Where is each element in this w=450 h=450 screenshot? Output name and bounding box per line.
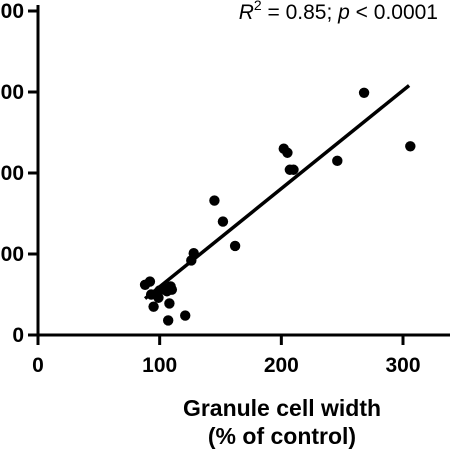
data-point	[332, 155, 343, 167]
data-point	[229, 240, 241, 252]
stat-annotation: R2 = 0.85; p < 0.0001	[239, 0, 438, 24]
x-tick-label: 300	[385, 354, 420, 377]
data-point	[166, 284, 178, 295]
y-tick-label: 0	[12, 324, 24, 347]
data-point	[358, 87, 370, 99]
data-point	[209, 195, 220, 206]
data-point	[148, 301, 159, 312]
data-point	[180, 310, 191, 321]
data-point	[144, 276, 156, 287]
x-tick-label: 100	[142, 354, 177, 377]
data-point	[188, 247, 199, 259]
x-axis-label-line-2: (% of control)	[208, 423, 356, 449]
y-tick-label: 00	[1, 243, 24, 266]
y-tick-label: 00	[1, 162, 24, 185]
x-tick-label: 200	[264, 354, 299, 377]
data-point	[282, 147, 293, 158]
data-points	[139, 87, 416, 326]
data-point	[217, 216, 229, 227]
y-tick-label: 00	[1, 0, 24, 23]
data-point	[288, 164, 299, 175]
x-tick-label: 0	[32, 354, 44, 377]
x-ticks: 0 100 200 300	[32, 335, 421, 377]
regression-line-group	[143, 84, 411, 300]
y-tick-label: 00	[1, 81, 24, 104]
regression-line	[143, 84, 411, 300]
axes	[36, 5, 450, 337]
data-point	[405, 141, 416, 152]
data-point	[162, 315, 174, 326]
x-axis-label-line-1: Granule cell width	[183, 395, 381, 421]
data-point	[164, 298, 175, 309]
